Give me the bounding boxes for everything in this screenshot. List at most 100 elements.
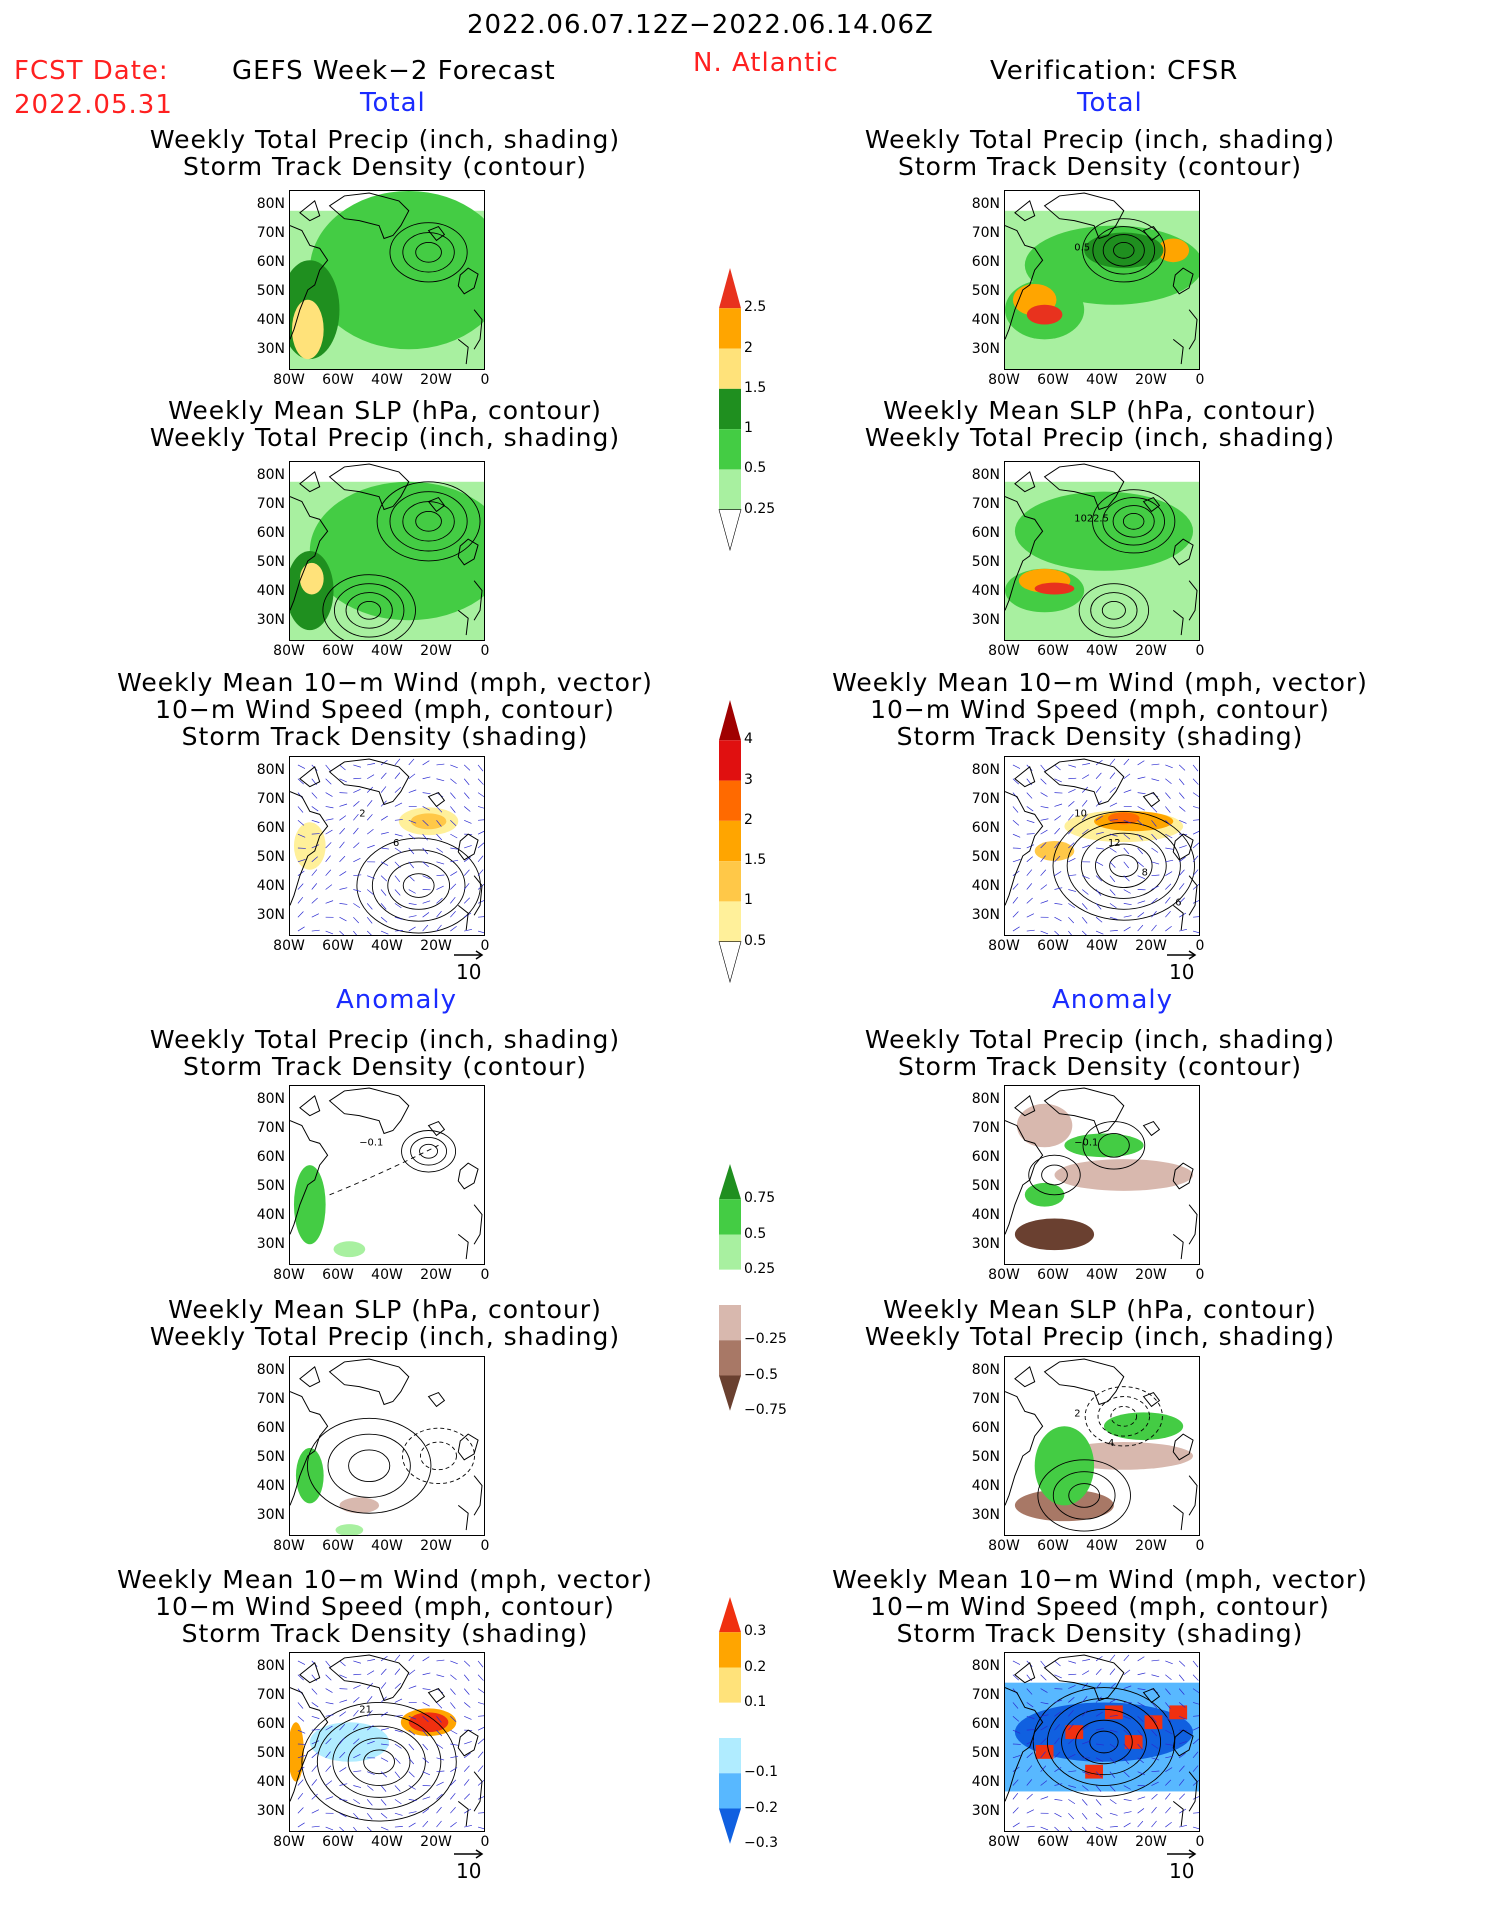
lon-tick-label: 60W — [322, 1834, 354, 1850]
map-plot-obs-total-slp: 1022.5 — [1005, 463, 1199, 640]
lon-tick-label: 0 — [480, 643, 490, 659]
lon-tick-label: 80W — [988, 372, 1020, 388]
colorbar-label: 0.1 — [744, 1693, 767, 1710]
lat-tick-label: 60N — [971, 1149, 1000, 1165]
map-plot-fcst-total-wind: 26 — [290, 758, 484, 935]
lat-tick-label: 60N — [971, 1420, 1000, 1436]
colorbar-label: 1 — [744, 420, 753, 437]
lon-tick-label: 80W — [273, 938, 305, 954]
contour-label: −0.1 — [359, 1137, 383, 1148]
lat-tick-label: 50N — [256, 554, 285, 570]
contour-label: 2 — [359, 808, 365, 819]
panel-title-obs-total-slp: Weekly Mean SLP (hPa, contour) Weekly To… — [864, 396, 1336, 452]
contour-label: 21 — [359, 1704, 372, 1715]
lon-tick-label: 60W — [1037, 1834, 1069, 1850]
map-obs-total-slp: 1022.5 — [1004, 461, 1200, 641]
lon-tick-label: 40W — [371, 1267, 403, 1283]
lat-tick-label: 60N — [256, 1149, 285, 1165]
colorbar-swatch — [719, 1234, 741, 1270]
lat-tick-label: 70N — [971, 791, 1000, 807]
lat-tick-label: 40N — [256, 1207, 285, 1223]
lat-tick-label: 80N — [256, 1362, 285, 1378]
lat-tick-label: 30N — [971, 1507, 1000, 1523]
contour-label: 6 — [1175, 897, 1181, 908]
lon-tick-label: 20W — [1135, 938, 1167, 954]
contour-label: 0.5 — [1074, 242, 1090, 253]
lon-tick-label: 40W — [1086, 643, 1118, 659]
lat-tick-label: 80N — [971, 1362, 1000, 1378]
lat-tick-label: 30N — [256, 1803, 285, 1819]
lat-tick-label: 60N — [256, 1716, 285, 1732]
colorbar-top-arrow — [719, 700, 741, 741]
panel-title-obs-anom-wind: Weekly Mean 10−m Wind (mph, vector) 10−m… — [832, 1565, 1368, 1648]
lon-tick-label: 0 — [480, 1834, 490, 1850]
colorbar-label: 0.3 — [744, 1623, 767, 1640]
verification-label: Verification: CFSR — [990, 56, 1239, 86]
lat-tick-label: 40N — [971, 1478, 1000, 1494]
map-plot-obs-anom-wind — [1005, 1654, 1199, 1831]
colorbar-label: −0.3 — [744, 1834, 778, 1851]
lon-tick-label: 0 — [1195, 1267, 1205, 1283]
lon-tick-label: 0 — [480, 938, 490, 954]
lon-tick-label: 40W — [371, 1538, 403, 1554]
lon-tick-label: 80W — [988, 938, 1020, 954]
colorbar-label: 1.5 — [744, 379, 767, 396]
contour-label: 1022.5 — [1074, 513, 1109, 524]
colorbar-top-arrow — [719, 268, 741, 309]
colorbar-label: 0.5 — [744, 1225, 767, 1242]
lat-tick-label: 70N — [256, 1687, 285, 1703]
panel-title-fcst-total-precip: Weekly Total Precip (inch, shading) Stor… — [149, 125, 621, 181]
lon-tick-label: 20W — [1135, 1834, 1167, 1850]
lat-tick-label: 40N — [256, 878, 285, 894]
map-plot-obs-total-wind: 10 12 8 6 — [1005, 758, 1199, 935]
map-plot-obs-total-precip: 0.5 — [1005, 192, 1199, 369]
lat-tick-label: 80N — [971, 467, 1000, 483]
panel-title-obs-total-precip: Weekly Total Precip (inch, shading) Stor… — [864, 125, 1336, 181]
vector-arrow-icon — [454, 1849, 484, 1859]
contour-label: 2 — [1074, 1408, 1080, 1419]
colorbar-precip_total: 2.5 2 1.5 1 0.5 0.25 — [718, 268, 775, 558]
colorbar-label: −0.2 — [744, 1799, 778, 1816]
region-label: N. Atlantic — [693, 48, 839, 78]
map-fcst-total-slp — [289, 461, 485, 641]
map-plot-fcst-anom-precip: −0.1 — [290, 1087, 483, 1260]
colorbar-label: −0.5 — [744, 1366, 778, 1383]
contour-label: 10 — [1074, 808, 1087, 819]
lat-tick-label: 60N — [256, 525, 285, 541]
colorbar-swatch — [719, 388, 741, 430]
lat-tick-label: 30N — [256, 341, 285, 357]
colorbar-top-arrow — [719, 1597, 741, 1633]
lon-tick-label: 60W — [322, 643, 354, 659]
lon-tick-label: 20W — [1135, 372, 1167, 388]
colorbar-label: 0.25 — [744, 1260, 776, 1277]
lon-tick-label: 0 — [1195, 1834, 1205, 1850]
lat-tick-label: 70N — [971, 1687, 1000, 1703]
lon-tick-label: 0 — [1195, 643, 1205, 659]
lat-tick-label: 60N — [256, 254, 285, 270]
colorbar-bottom-arrow — [719, 1808, 741, 1844]
lon-tick-label: 80W — [273, 1834, 305, 1850]
vector-arrow-icon — [454, 950, 484, 960]
colorbar-swatch — [719, 901, 741, 942]
colorbar-label: 0.5 — [744, 932, 767, 949]
lat-tick-label: 70N — [256, 496, 285, 512]
lon-tick-label: 0 — [480, 1267, 490, 1283]
lat-tick-label: 80N — [256, 1658, 285, 1674]
lat-tick-label: 50N — [256, 1178, 285, 1194]
contour-label: 8 — [1142, 868, 1148, 879]
lat-tick-label: 70N — [971, 1391, 1000, 1407]
lon-tick-label: 40W — [371, 643, 403, 659]
lon-tick-label: 0 — [1195, 938, 1205, 954]
lon-tick-label: 40W — [1086, 372, 1118, 388]
section-total-right: Total — [1077, 88, 1143, 118]
lat-tick-label: 80N — [256, 196, 285, 212]
lon-tick-label: 80W — [988, 1538, 1020, 1554]
colorbar-swatch — [719, 1269, 741, 1305]
contour-label: 6 — [393, 838, 399, 849]
lat-tick-label: 50N — [971, 283, 1000, 299]
lat-tick-label: 40N — [971, 583, 1000, 599]
lon-tick-label: 20W — [420, 1834, 452, 1850]
lat-tick-label: 30N — [256, 1507, 285, 1523]
contour-label: −0.1 — [1074, 1137, 1098, 1148]
